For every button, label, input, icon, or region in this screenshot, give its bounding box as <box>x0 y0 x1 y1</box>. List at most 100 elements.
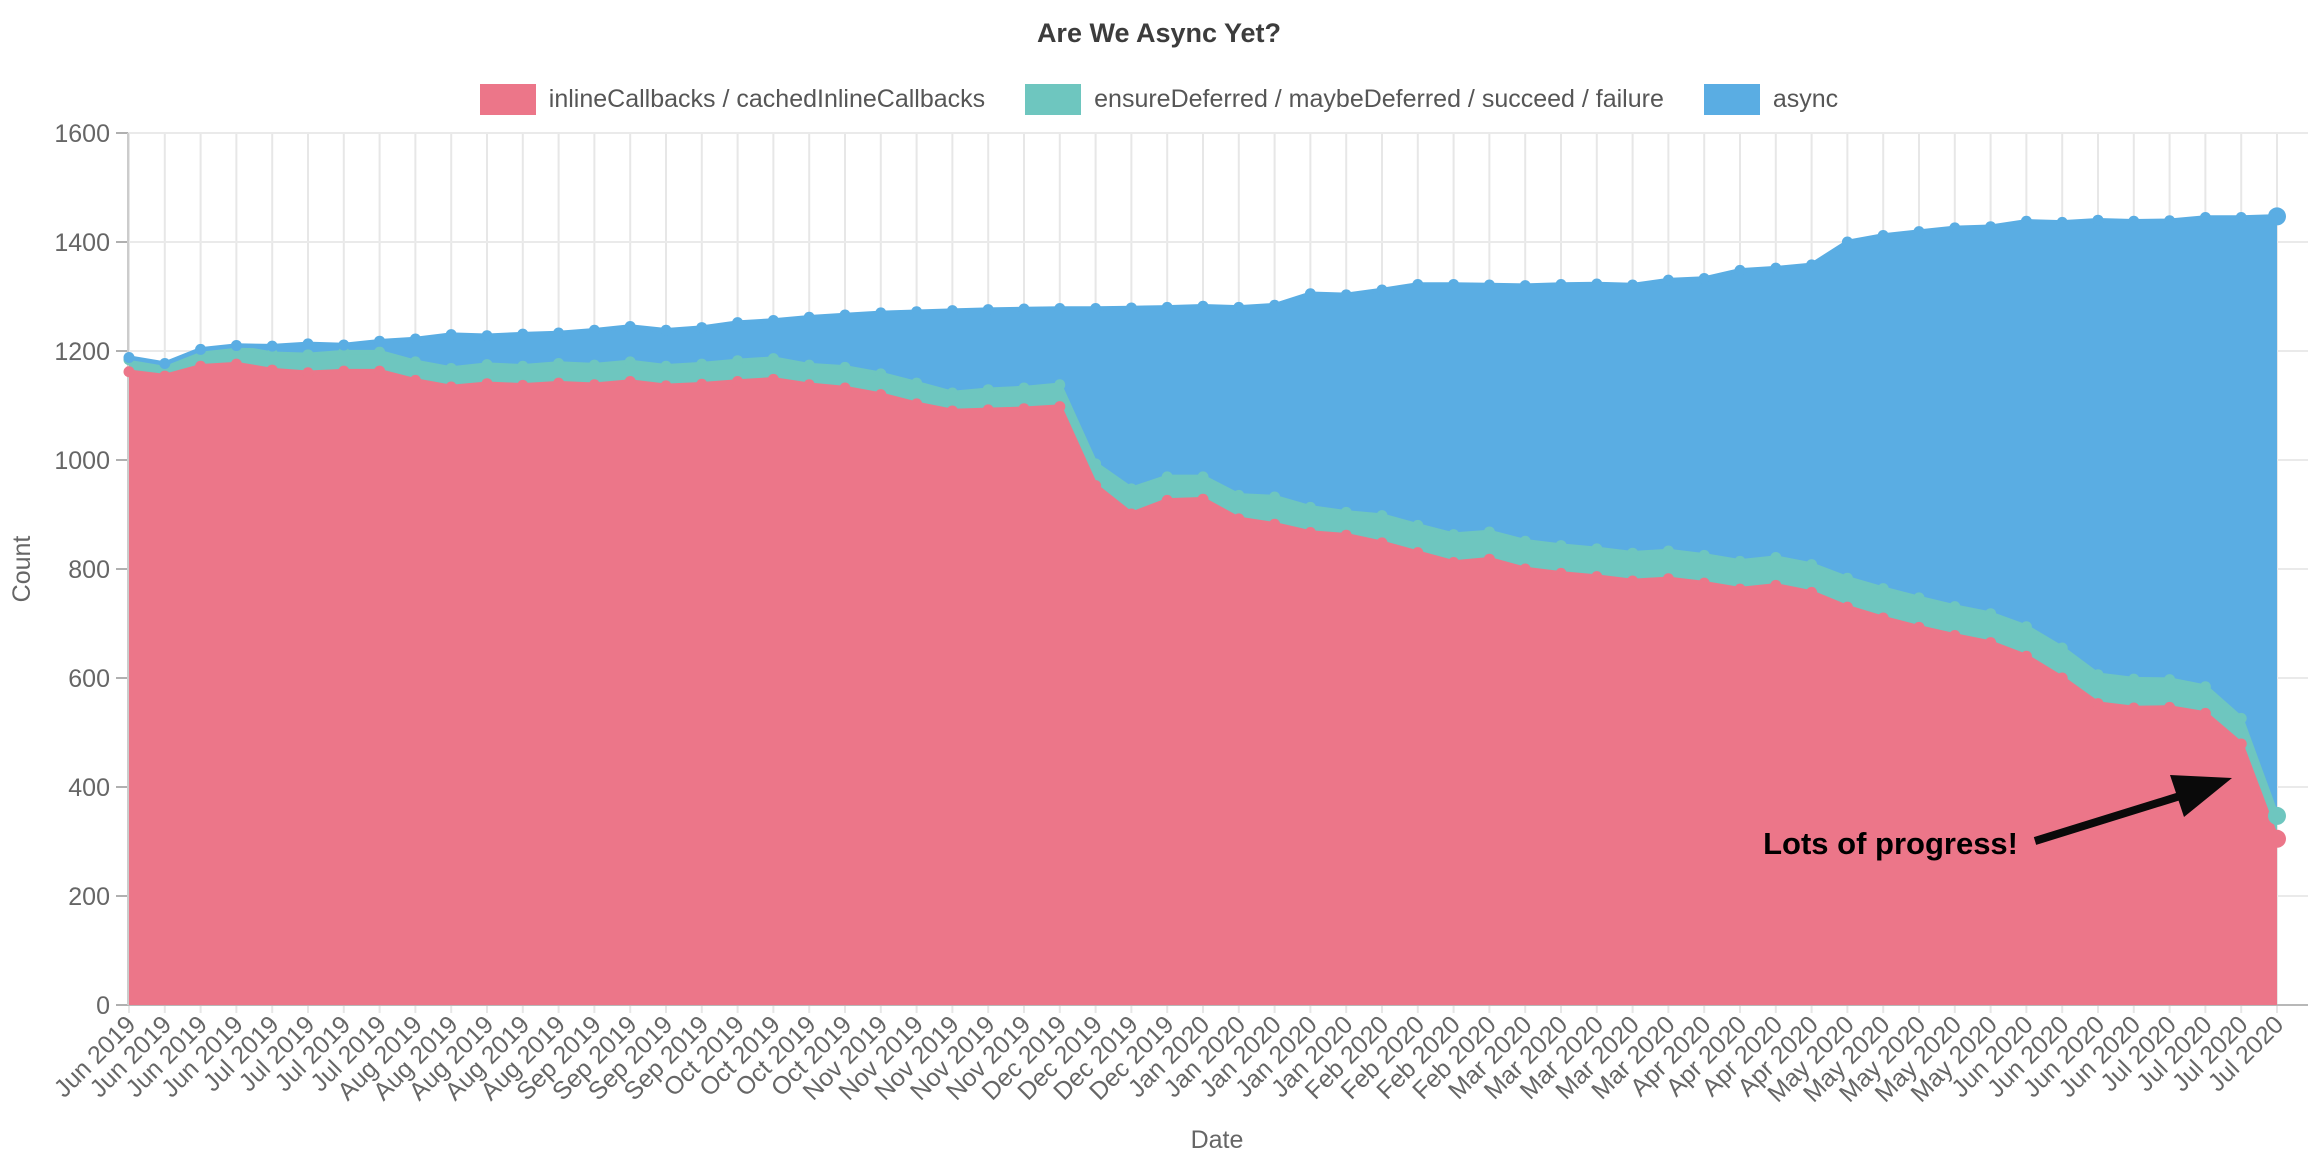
data-point <box>1125 483 1137 495</box>
data-point <box>2268 829 2286 848</box>
y-axis-title: Count <box>8 536 36 603</box>
data-point <box>1233 489 1245 501</box>
data-point <box>1161 301 1173 313</box>
arrowhead-icon <box>2170 775 2232 817</box>
chart-legend: inlineCallbacks / cachedInlineCallbacks … <box>0 84 2318 115</box>
data-point <box>1448 529 1460 541</box>
annotation-arrow <box>2033 775 2232 845</box>
data-point <box>409 333 421 345</box>
data-point <box>1304 501 1316 513</box>
data-point <box>1877 229 1889 241</box>
data-point <box>445 381 457 393</box>
data-point <box>1269 299 1281 311</box>
data-point <box>374 365 386 377</box>
data-point <box>1985 637 1997 649</box>
data-point <box>2235 712 2247 724</box>
data-point <box>2020 621 2032 633</box>
data-point <box>1949 601 1961 613</box>
y-tick-label: 0 <box>96 992 110 1020</box>
data-point <box>1054 379 1066 391</box>
data-point <box>159 358 171 370</box>
data-point <box>1412 279 1424 291</box>
data-point <box>1376 537 1388 549</box>
data-point <box>839 309 851 321</box>
area-ensuredeferred <box>129 347 2277 839</box>
data-point <box>517 360 529 372</box>
legend-item-inlinecallbacks[interactable]: inlineCallbacks / cachedInlineCallbacks <box>479 84 985 115</box>
data-point <box>553 327 565 339</box>
data-point <box>2235 738 2247 750</box>
data-point <box>660 324 672 336</box>
data-point <box>624 376 636 388</box>
data-point <box>1519 563 1531 575</box>
data-point <box>803 311 815 323</box>
data-point <box>1340 529 1352 541</box>
legend-item-label: ensureDeferred / maybeDeferred / succeed… <box>1094 85 1664 113</box>
data-point <box>302 338 314 350</box>
data-point <box>481 330 493 342</box>
y-tick-label: 1400 <box>54 229 110 257</box>
data-point <box>1090 302 1102 314</box>
data-point <box>732 376 744 388</box>
data-point <box>588 324 600 336</box>
data-point <box>732 317 744 329</box>
data-point <box>1412 547 1424 559</box>
data-point <box>1913 621 1925 633</box>
data-point <box>696 358 708 370</box>
data-point <box>839 382 851 394</box>
data-point <box>1269 491 1281 503</box>
data-point <box>982 404 994 416</box>
data-point <box>2056 672 2068 684</box>
data-point <box>1519 535 1531 547</box>
data-point <box>946 405 958 417</box>
data-point <box>1555 279 1567 291</box>
data-point <box>1734 555 1746 567</box>
data-point <box>1662 573 1674 585</box>
data-point <box>2164 215 2176 227</box>
data-point <box>839 361 851 373</box>
data-point <box>911 306 923 318</box>
y-tick-label: 1000 <box>54 447 110 475</box>
data-point <box>1734 264 1746 276</box>
data-point <box>2020 215 2032 227</box>
data-point <box>2056 216 2068 228</box>
legend-swatch-inlinecallbacks <box>479 84 536 115</box>
data-point <box>1555 567 1567 579</box>
legend-item-async[interactable]: async <box>1703 84 1838 115</box>
data-point <box>2128 702 2140 714</box>
line-async <box>123 207 2286 370</box>
data-point <box>195 360 207 372</box>
data-point <box>1161 471 1173 483</box>
data-point <box>1197 471 1209 483</box>
data-point <box>123 366 135 378</box>
data-point <box>1483 553 1495 565</box>
data-point <box>159 370 171 382</box>
data-point <box>1483 279 1495 291</box>
data-point <box>1340 506 1352 518</box>
data-point <box>1662 545 1674 557</box>
data-point <box>2235 211 2247 223</box>
data-point <box>123 352 135 364</box>
data-point <box>2128 673 2140 685</box>
data-point <box>946 387 958 399</box>
data-point <box>1841 572 1853 584</box>
data-point <box>1018 303 1030 315</box>
data-point <box>1304 288 1316 300</box>
data-point <box>911 377 923 389</box>
data-point <box>1770 552 1782 564</box>
data-point <box>338 339 350 351</box>
data-point <box>445 329 457 341</box>
data-point <box>1197 493 1209 505</box>
data-point <box>1806 559 1818 571</box>
data-point <box>1985 221 1997 233</box>
legend-item-ensuredeferred[interactable]: ensureDeferred / maybeDeferred / succeed… <box>1025 84 1664 115</box>
data-point <box>1233 513 1245 525</box>
data-point <box>1340 289 1352 301</box>
data-point <box>1591 278 1603 290</box>
data-point <box>553 377 565 389</box>
data-point <box>1591 543 1603 555</box>
data-point <box>1734 583 1746 595</box>
data-point <box>946 305 958 317</box>
